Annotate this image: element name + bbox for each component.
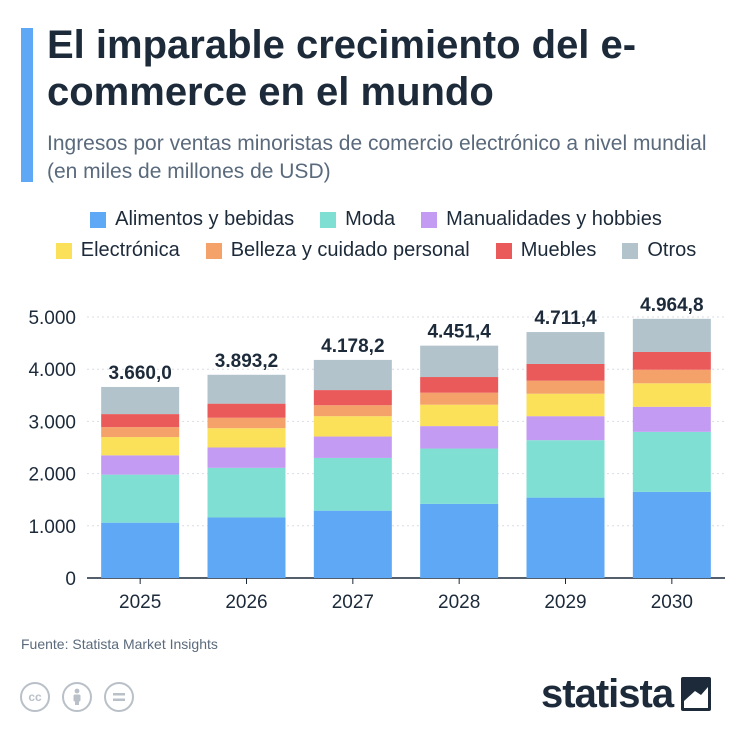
x-tick-label: 2025 [119, 592, 161, 613]
legend-label-alimentos: Alimentos y bebidas [115, 208, 295, 230]
chart-title: El imparable crecimiento del e-commerce … [47, 23, 637, 114]
bar-segment [207, 467, 286, 518]
bar-segment [632, 351, 711, 370]
statista-logo[interactable]: statista [541, 672, 712, 716]
bar-segment [313, 405, 392, 417]
legend-item-manualidades: Manualidades y hobbies [421, 208, 662, 231]
x-tick-label: 2026 [225, 592, 267, 613]
attribution-icon[interactable] [62, 682, 92, 712]
legend-swatch-electronica [55, 242, 72, 259]
bar-segment [207, 447, 286, 468]
bar-segment [632, 369, 711, 384]
y-tick-label: 5.000 [28, 308, 76, 329]
creative-commons-icon[interactable]: cc [20, 682, 50, 712]
bar-segment [632, 383, 711, 407]
bar-segment [632, 406, 711, 432]
bar-segment [526, 363, 605, 381]
bar-segment [526, 497, 605, 578]
x-tick-label: 2028 [438, 592, 480, 613]
y-tick-label: 0 [65, 569, 76, 590]
title-accent-bar [21, 28, 33, 182]
y-tick-label: 2.000 [28, 465, 76, 486]
bar-segment [101, 386, 180, 415]
license-icons: cc [20, 682, 134, 712]
total-label: 3.660,0 [108, 363, 171, 384]
x-tick-label: 2027 [332, 592, 374, 613]
x-tick-label: 2030 [651, 592, 693, 613]
legend-swatch-moda [320, 211, 337, 228]
x-tick-label: 2029 [544, 592, 586, 613]
bar-segment [420, 392, 499, 405]
bar-segment [207, 517, 286, 578]
bar-segment [420, 345, 499, 378]
legend-swatch-muebles [495, 242, 512, 259]
legend-swatch-manualidades [421, 211, 438, 228]
total-label: 4.711,4 [534, 308, 597, 329]
bar-segment [101, 474, 180, 523]
bar-segment [420, 448, 499, 504]
legend-item-moda: Moda [320, 208, 395, 231]
bar-segment [207, 417, 286, 429]
y-tick-label: 1.000 [28, 517, 76, 538]
bar-segment [207, 428, 286, 448]
bar-segment [207, 374, 286, 404]
bar-segment [420, 404, 499, 427]
bar-segment [632, 431, 711, 492]
bar-segment [632, 318, 711, 352]
bar-segment [313, 359, 392, 391]
bar-segment [101, 427, 180, 438]
bar-segment [101, 437, 180, 456]
total-label: 4.451,4 [427, 322, 491, 343]
legend-label-belleza: Belleza y cuidado personal [230, 239, 470, 261]
statista-wordmark: statista [541, 672, 674, 716]
legend-item-belleza: Belleza y cuidado personal [205, 239, 470, 262]
legend-swatch-alimentos [90, 211, 107, 228]
legend-label-muebles: Muebles [520, 239, 597, 261]
legend-label-manualidades: Manualidades y hobbies [446, 208, 662, 230]
total-label: 4.964,8 [640, 295, 703, 316]
bar-segment [313, 390, 392, 406]
total-label: 3.893,2 [215, 351, 278, 372]
legend-label-moda: Moda [345, 208, 396, 230]
legend: Alimentos y bebidas Moda Manualidades y … [0, 204, 752, 266]
bar-segment [313, 510, 392, 578]
legend-item-alimentos: Alimentos y bebidas [90, 208, 294, 231]
legend-label-electronica: Electrónica [80, 239, 180, 261]
statista-logo-icon [681, 677, 712, 711]
stacked-bar-chart: 0 1.000 2.000 3.000 4.000 5.000 3.660,0 2025 3.8… [28, 295, 725, 613]
legend-item-otros: Otros [622, 239, 696, 262]
bar-segment [526, 393, 605, 417]
chart-subtitle: Ingresos por ventas minoristas de comerc… [47, 132, 707, 183]
legend-row-1: Alimentos y bebidas Moda Manualidades y … [0, 204, 752, 235]
source-note: Fuente: Statista Market Insights [21, 636, 218, 652]
legend-label-otros: Otros [647, 239, 697, 261]
legend-row-2: Electrónica Belleza y cuidado personal M… [0, 235, 752, 266]
bar-segment [313, 457, 392, 511]
bar-segment [526, 380, 605, 394]
bar-segment [313, 416, 392, 437]
bar-segment [420, 426, 499, 449]
no-derivatives-icon[interactable] [104, 682, 134, 712]
bar-segment [420, 377, 499, 393]
legend-swatch-otros [622, 242, 639, 259]
bar-segment [526, 332, 605, 364]
bar-segment [420, 503, 499, 578]
legend-item-electronica: Electrónica [55, 239, 180, 262]
y-tick-label: 3.000 [28, 412, 76, 433]
bar-segment [101, 522, 180, 578]
legend-item-muebles: Muebles [495, 239, 597, 262]
total-label: 4.178,2 [321, 336, 384, 357]
legend-swatch-belleza [205, 242, 222, 259]
bar-segment [632, 491, 711, 578]
bar-segment [207, 403, 286, 418]
bar-segment [101, 414, 180, 428]
bar-segment [313, 436, 392, 458]
bar-segment [526, 416, 605, 441]
y-tick-label: 4.000 [28, 360, 76, 381]
bar-segment [526, 440, 605, 498]
bar-segment [101, 455, 180, 475]
